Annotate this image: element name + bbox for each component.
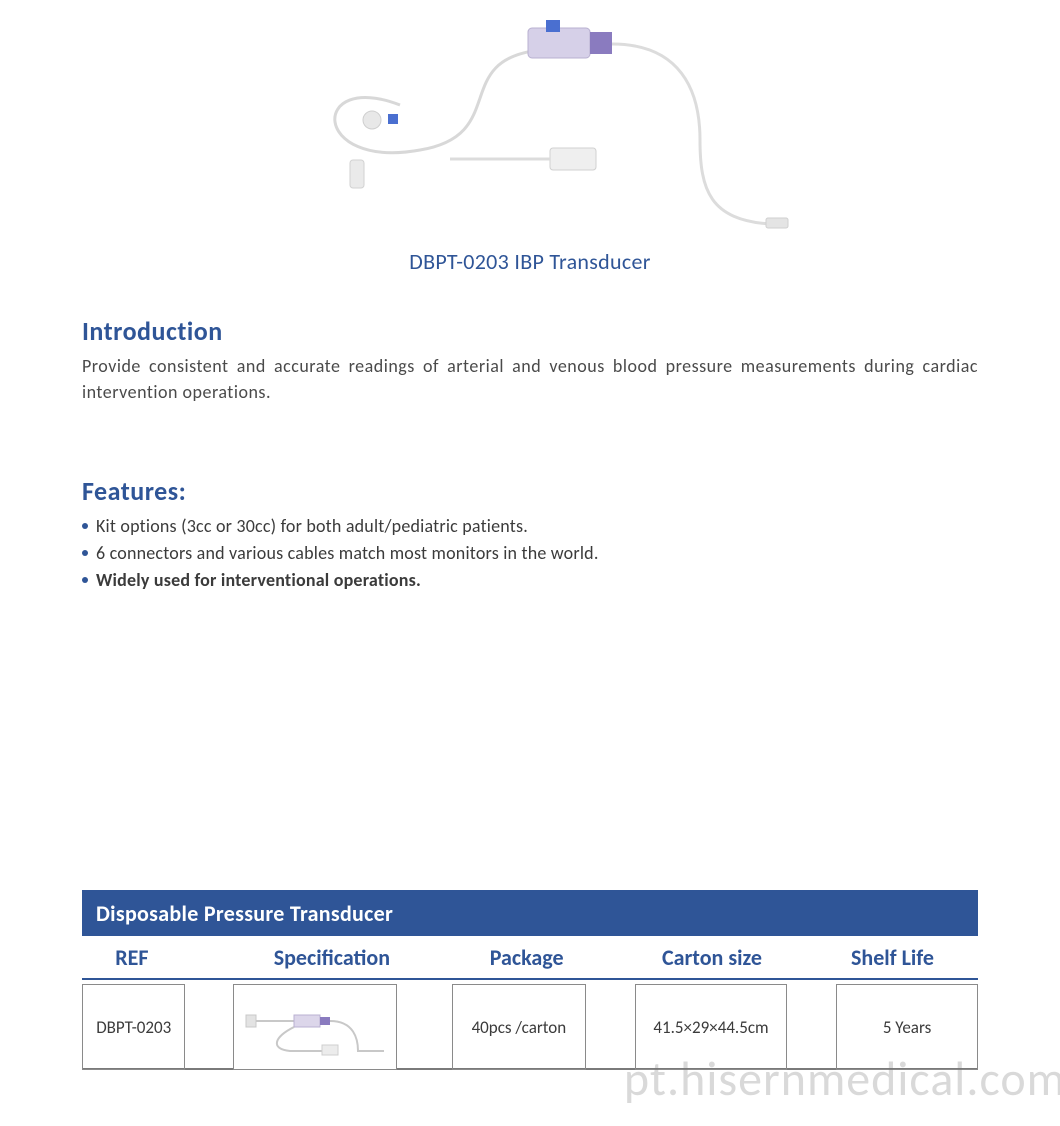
td-spec-image [233,984,397,1070]
introduction-body: Provide consistent and accurate readings… [82,353,978,405]
product-title: DBPT-0203 IBP Transducer [0,248,1060,275]
td-package: 40pcs /carton [452,984,586,1070]
feature-item: Kit options (3cc or 30cc) for both adult… [82,513,978,540]
feature-item: 6 connectors and various cables match mo… [82,540,978,567]
td-carton: 41.5×29×44.5cm [635,984,787,1070]
td-ref: DBPT-0203 [82,984,185,1070]
introduction-heading: Introduction [82,315,978,347]
features-heading: Features: [82,475,978,507]
features-section: Features: Kit options (3cc or 30cc) for … [82,475,978,594]
table-row: DBPT-0203 40pcs /carton 41.5×29×44.5cm 5… [82,980,978,1070]
table-banner: Disposable Pressure Transducer [82,890,978,936]
th-package: Package [436,944,617,971]
th-shelf: Shelf Life [807,944,978,971]
td-shelf: 5 Years [836,984,978,1070]
features-list: Kit options (3cc or 30cc) for both adult… [82,513,978,594]
table-header-row: REF Specification Package Carton size Sh… [82,936,978,980]
th-spec: Specification [227,944,436,971]
feature-item: Widely used for interventional operation… [82,567,978,594]
product-image [250,10,810,240]
th-ref: REF [82,944,182,971]
introduction-section: Introduction Provide consistent and accu… [82,315,978,405]
spec-table: Disposable Pressure Transducer REF Speci… [82,890,978,1070]
th-carton: Carton size [617,944,807,971]
